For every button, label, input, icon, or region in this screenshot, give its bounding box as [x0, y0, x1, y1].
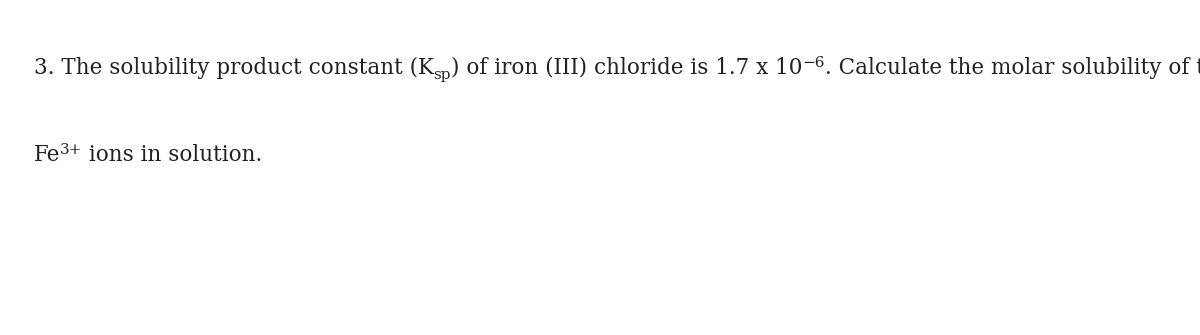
Text: sp: sp: [433, 68, 451, 82]
Text: −6: −6: [803, 56, 824, 70]
Text: Fe: Fe: [34, 144, 60, 166]
Text: 3. The solubility product constant (K: 3. The solubility product constant (K: [34, 57, 433, 79]
Text: . Calculate the molar solubility of the: . Calculate the molar solubility of the: [824, 57, 1200, 79]
Text: ions in solution.: ions in solution.: [83, 144, 263, 166]
Text: ) of iron (III) chloride is 1.7 x 10: ) of iron (III) chloride is 1.7 x 10: [451, 57, 803, 79]
Text: 3+: 3+: [60, 143, 83, 157]
